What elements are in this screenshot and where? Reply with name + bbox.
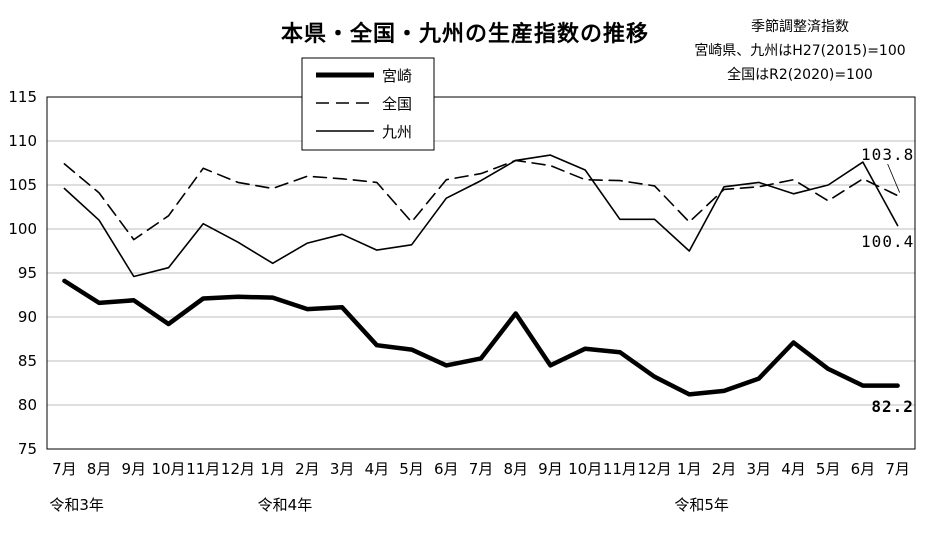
x-tick-label: 3月 xyxy=(330,460,355,478)
x-tick-label: 5月 xyxy=(816,460,841,478)
y-tick-label: 75 xyxy=(18,440,37,458)
data-label-miyazaki: 82.2 xyxy=(871,397,914,416)
x-tick-label: 10月 xyxy=(151,460,185,478)
x-tick-label: 11月 xyxy=(603,460,637,478)
data-label-leader xyxy=(887,163,901,193)
y-tick-label: 85 xyxy=(18,352,37,370)
x-tick-label: 1月 xyxy=(260,460,285,478)
x-tick-label: 8月 xyxy=(503,460,528,478)
x-tick-label: 4月 xyxy=(365,460,390,478)
legend-label-zenkoku: 全国 xyxy=(382,95,412,113)
x-tick-label: 10月 xyxy=(568,460,602,478)
plot-area-border xyxy=(46,96,916,450)
y-tick-label: 105 xyxy=(8,176,37,194)
y-tick-label: 90 xyxy=(18,308,37,326)
data-label-kyushu: 100.4 xyxy=(861,232,914,251)
chart-note-3: 全国はR2(2020)=100 xyxy=(727,66,873,83)
x-tick-label: 5月 xyxy=(399,460,424,478)
x-tick-label: 11月 xyxy=(186,460,220,478)
chart-note-1: 季節調整済指数 xyxy=(751,18,849,35)
legend-label-miyazaki: 宮崎 xyxy=(382,67,412,85)
y-tick-label: 80 xyxy=(18,396,37,414)
legend: 宮崎 全国 九州 xyxy=(301,57,435,151)
legend-label-kyushu: 九州 xyxy=(382,123,412,141)
x-tick-label: 2月 xyxy=(295,460,320,478)
x-tick-label: 3月 xyxy=(746,460,771,478)
x-tick-label: 6月 xyxy=(851,460,876,478)
series-line-zenkoku xyxy=(63,159,899,241)
chart-title: 本県・全国・九州の生産指数の推移 xyxy=(281,21,649,47)
x-tick-label: 1月 xyxy=(677,460,702,478)
y-tick-label: 110 xyxy=(8,132,37,150)
y-tick-label: 95 xyxy=(18,264,37,282)
legend-box xyxy=(301,57,435,151)
x-tick-label: 4月 xyxy=(781,460,806,478)
x-tick-label: 7月 xyxy=(885,460,910,478)
x-tick-label: 9月 xyxy=(538,460,563,478)
data-label-zenkoku: 103.8 xyxy=(861,145,914,164)
era-label: 令和3年 xyxy=(49,496,104,514)
x-tick-label: 9月 xyxy=(122,460,147,478)
series-line-miyazaki xyxy=(62,278,900,397)
era-label: 令和5年 xyxy=(674,496,729,514)
x-tick-label: 7月 xyxy=(52,460,77,478)
x-tick-label: 12月 xyxy=(638,460,672,478)
series-line-kyushu xyxy=(63,154,899,278)
x-tick-label: 12月 xyxy=(221,460,255,478)
chart-note-2: 宮崎県、九州はH27(2015)=100 xyxy=(694,43,905,59)
era-label: 令和4年 xyxy=(258,496,313,514)
x-tick-label: 7月 xyxy=(469,460,494,478)
x-tick-label: 6月 xyxy=(434,460,459,478)
y-tick-label: 115 xyxy=(8,88,37,106)
x-tick-label: 8月 xyxy=(87,460,112,478)
x-tick-label: 2月 xyxy=(712,460,737,478)
y-tick-label: 100 xyxy=(8,220,37,238)
